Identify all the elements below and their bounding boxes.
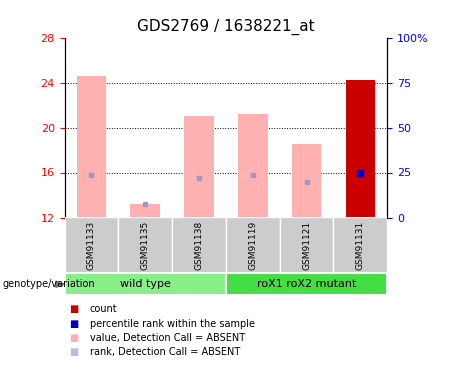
Text: GSM91135: GSM91135: [141, 221, 150, 270]
Bar: [65, 217, 118, 274]
Text: GSM91131: GSM91131: [356, 221, 365, 270]
Bar: [238, 114, 267, 218]
Text: rank, Detection Call = ABSENT: rank, Detection Call = ABSENT: [90, 347, 240, 357]
Text: count: count: [90, 304, 118, 314]
Bar: [226, 273, 387, 295]
Text: GSM91138: GSM91138: [195, 221, 203, 270]
Bar: [333, 217, 387, 274]
Text: ■: ■: [69, 304, 78, 314]
Bar: [130, 204, 160, 218]
Text: roX1 roX2 mutant: roX1 roX2 mutant: [257, 279, 356, 289]
Bar: [65, 273, 226, 295]
Bar: [292, 144, 321, 218]
Title: GDS2769 / 1638221_at: GDS2769 / 1638221_at: [137, 18, 315, 35]
Bar: [172, 217, 226, 274]
Text: GSM91119: GSM91119: [248, 221, 257, 270]
Bar: [77, 76, 106, 217]
Text: GSM91133: GSM91133: [87, 221, 96, 270]
Text: GSM91121: GSM91121: [302, 221, 311, 270]
Text: ■: ■: [69, 319, 78, 328]
Text: ■: ■: [69, 347, 78, 357]
Bar: [226, 217, 280, 274]
Text: genotype/variation: genotype/variation: [2, 279, 95, 289]
Text: percentile rank within the sample: percentile rank within the sample: [90, 319, 255, 328]
Bar: [184, 116, 214, 218]
Text: value, Detection Call = ABSENT: value, Detection Call = ABSENT: [90, 333, 245, 343]
Bar: [346, 80, 375, 218]
Bar: [118, 217, 172, 274]
Text: ■: ■: [69, 333, 78, 343]
Bar: [280, 217, 333, 274]
Text: wild type: wild type: [120, 279, 171, 289]
